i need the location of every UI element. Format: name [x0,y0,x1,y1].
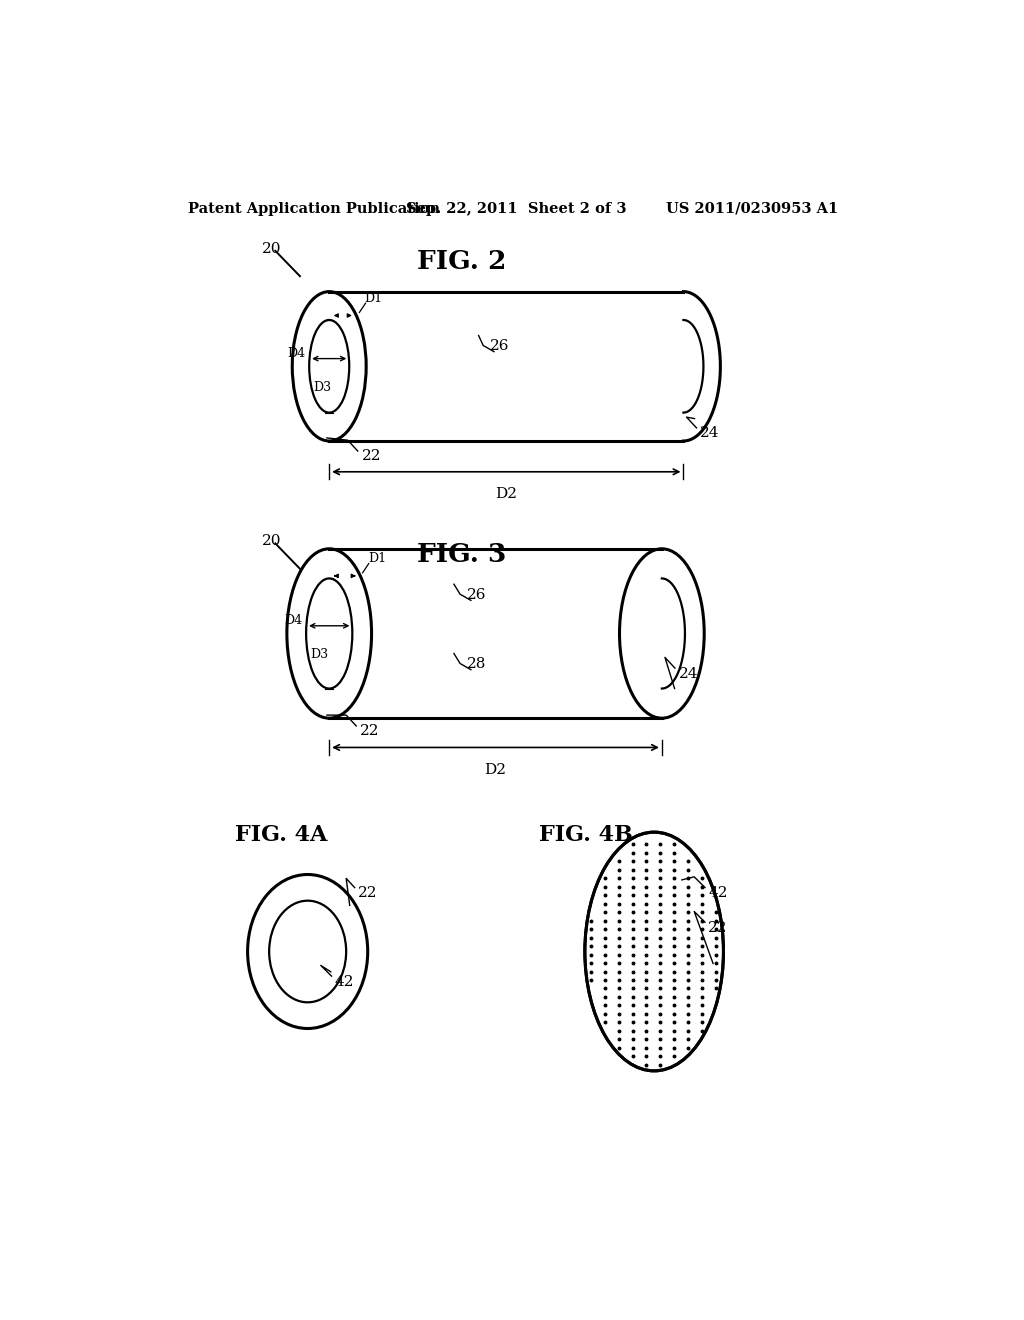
Text: D3: D3 [310,648,328,661]
Text: 22: 22 [361,449,381,463]
Text: 22: 22 [708,921,728,935]
Text: FIG. 3: FIG. 3 [417,543,506,566]
Text: 28: 28 [467,657,486,672]
Text: 42: 42 [335,974,354,989]
Text: 24: 24 [679,667,698,681]
Text: D1: D1 [368,552,386,565]
Text: US 2011/0230953 A1: US 2011/0230953 A1 [666,202,838,215]
Text: 42: 42 [708,886,728,900]
Text: 24: 24 [700,426,720,441]
Text: Patent Application Publication: Patent Application Publication [188,202,440,215]
Text: Sep. 22, 2011  Sheet 2 of 3: Sep. 22, 2011 Sheet 2 of 3 [407,202,627,215]
Text: D4: D4 [288,347,306,360]
Text: 20: 20 [261,535,281,548]
Text: 20: 20 [261,242,281,256]
Text: D3: D3 [313,381,331,393]
Text: 26: 26 [490,339,510,354]
Text: FIG. 4A: FIG. 4A [234,825,327,846]
Text: D2: D2 [484,763,507,777]
Text: D2: D2 [496,487,517,502]
Text: 22: 22 [357,886,377,900]
Text: 22: 22 [360,725,380,738]
Text: FIG. 2: FIG. 2 [417,249,506,275]
Text: D4: D4 [285,614,303,627]
Text: FIG. 4B: FIG. 4B [539,825,633,846]
Ellipse shape [585,832,724,1071]
Text: 26: 26 [467,589,486,602]
Text: D1: D1 [364,292,382,305]
